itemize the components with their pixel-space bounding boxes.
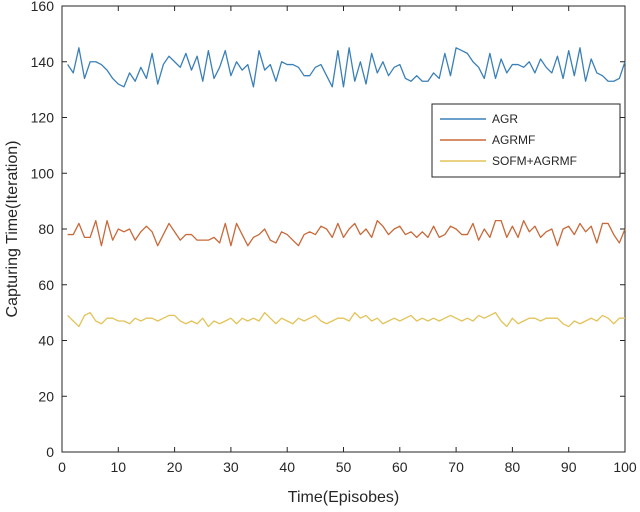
legend: AGR AGRMF SOFM+AGRMF: [431, 103, 621, 178]
x-axis-label: Time(Episobes): [288, 489, 399, 506]
y-tick-label: 60: [38, 277, 54, 293]
x-tick-label: 90: [561, 459, 577, 475]
x-tick-label: 30: [223, 459, 239, 475]
y-tick-label: 0: [46, 444, 54, 460]
plot-area: [61, 5, 626, 453]
x-tick-label: 100: [613, 459, 637, 475]
series-line-agr: [67, 47, 626, 88]
legend-label: SOFM+AGRMF: [492, 154, 577, 168]
y-tick-label: 20: [38, 388, 54, 404]
y-tick-label: 80: [38, 221, 54, 237]
series-layer: [67, 47, 626, 328]
y-tick-label: 40: [38, 333, 54, 349]
axes-layer: 0 10 20 30 40 50 60 70 80 90 100 0 20 40 60 80 100 120 140…: [31, 0, 637, 475]
y-tick-label: 100: [31, 165, 55, 181]
y-tick-label: 160: [31, 0, 55, 14]
y-tick-label: 140: [31, 54, 55, 70]
x-tick-label: 10: [111, 459, 127, 475]
x-tick-label: 50: [336, 459, 352, 475]
y-axis-label: Capturing Time(Iteration): [4, 141, 21, 318]
y-tick-label: 120: [31, 110, 55, 126]
series-line-agrmf: [67, 219, 626, 247]
x-tick-label: 70: [448, 459, 464, 475]
x-tick-label: 20: [167, 459, 183, 475]
legend-label: AGRMF: [492, 133, 535, 147]
legend-label: AGR: [492, 112, 518, 126]
x-tick-label: 40: [279, 459, 295, 475]
x-tick-label: 80: [505, 459, 521, 475]
x-tick-label: 60: [392, 459, 408, 475]
x-tick-label: 0: [58, 459, 66, 475]
series-line-sofm-agrmf: [67, 311, 625, 328]
